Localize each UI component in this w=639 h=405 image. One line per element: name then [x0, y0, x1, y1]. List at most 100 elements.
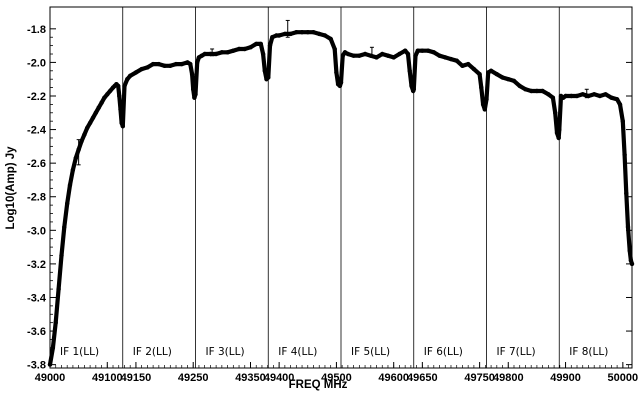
- x-tick-label: 49250: [178, 372, 209, 384]
- data-point: [59, 253, 64, 258]
- data-point: [102, 95, 107, 100]
- data-point: [231, 48, 236, 53]
- data-point: [484, 97, 489, 102]
- data-point: [553, 110, 558, 116]
- data-point: [99, 100, 104, 105]
- data-point: [500, 75, 505, 80]
- data-point: [116, 83, 121, 89]
- data-point: [125, 77, 130, 82]
- x-tick-label: 49150: [121, 372, 152, 384]
- y-axis-label: Log10(Amp) Jy: [5, 146, 17, 230]
- data-point: [534, 88, 540, 94]
- x-tick-label: 49600: [378, 372, 409, 384]
- data-point: [614, 97, 620, 102]
- y-tick-label: -3.0: [27, 225, 46, 237]
- data-point: [425, 48, 431, 53]
- data-point: [213, 51, 219, 57]
- data-point: [189, 72, 195, 77]
- data-point: [85, 125, 90, 131]
- data-point: [380, 51, 385, 57]
- data-point: [305, 30, 310, 35]
- y-tick-label: -3.6: [27, 326, 46, 338]
- if-window-label: IF 2(LL): [133, 346, 172, 358]
- data-point: [362, 51, 368, 57]
- data-point: [554, 130, 560, 136]
- data-point: [437, 53, 442, 58]
- data-point: [511, 78, 517, 84]
- if-window-label: IF 8(LL): [569, 346, 608, 358]
- data-point: [162, 63, 167, 68]
- error-bars: [76, 19, 589, 166]
- data-point: [150, 61, 156, 67]
- if-window-label: IF 6(LL): [424, 346, 463, 358]
- data-point: [345, 51, 351, 57]
- x-tick-label: 49900: [550, 372, 581, 384]
- x-tick-label: 49100: [92, 372, 123, 384]
- data-point: [574, 93, 580, 99]
- data-point: [262, 68, 267, 74]
- y-tick-label: -3.8: [27, 360, 46, 372]
- y-tick-label: -1.8: [27, 24, 46, 36]
- data-point: [391, 55, 396, 60]
- data-point: [168, 63, 173, 68]
- data-point: [407, 68, 412, 74]
- data-point: [254, 41, 259, 47]
- x-tick-label: 49500: [321, 372, 352, 384]
- data-point: [385, 53, 391, 58]
- data-point: [56, 286, 61, 292]
- data-point: [294, 30, 299, 35]
- data-point: [179, 61, 184, 67]
- y-tick-label: -3.2: [27, 259, 46, 271]
- x-axis-label: FREQ MHz: [289, 379, 348, 391]
- plot-border: [49, 6, 633, 369]
- y-tick-label: -3.4: [27, 292, 47, 304]
- data-point: [460, 63, 465, 68]
- data-point: [517, 83, 522, 89]
- data-point: [62, 224, 67, 230]
- if-labels: IF 1(LL) IF 2(LL) IF 3(LL) IF 4(LL) IF 5(LL)…: [60, 346, 608, 358]
- data-point: [340, 53, 345, 58]
- data-point: [202, 51, 207, 57]
- data-point: [193, 92, 198, 97]
- data-point: [448, 56, 454, 62]
- data-point: [145, 65, 150, 70]
- data-point: [617, 102, 623, 107]
- data-point: [494, 72, 499, 77]
- data-point: [403, 48, 408, 53]
- data-point: [334, 70, 339, 75]
- data-point: [405, 51, 411, 57]
- data-point: [133, 70, 139, 75]
- y-tick-label: -2.8: [27, 192, 46, 204]
- plot-frame: [49, 6, 633, 369]
- x-tick-label: 49000: [35, 372, 66, 384]
- data-point: [311, 30, 316, 35]
- data-point: [477, 72, 482, 77]
- data-point: [96, 105, 101, 110]
- if-window-label: IF 4(LL): [278, 346, 317, 358]
- data-point: [266, 75, 271, 80]
- data-point: [128, 73, 133, 79]
- data-point: [173, 61, 179, 67]
- data-point: [258, 41, 263, 47]
- x-tick-label: 49750: [464, 372, 495, 384]
- if-window-label: IF 3(LL): [206, 346, 245, 358]
- data-point: [540, 88, 545, 94]
- data-point: [454, 58, 459, 63]
- data-point: [332, 46, 337, 52]
- data-point: [225, 50, 230, 55]
- data-point: [580, 92, 585, 97]
- data-point: [270, 35, 275, 40]
- data-point: [236, 46, 242, 52]
- data-point: [282, 31, 288, 37]
- data-point: [592, 92, 597, 97]
- data-point: [93, 110, 99, 116]
- data-point: [120, 124, 126, 129]
- x-tick-label: 49650: [407, 372, 438, 384]
- data-point: [556, 135, 561, 141]
- data-point: [195, 60, 200, 65]
- data-point: [409, 83, 414, 89]
- data-point: [299, 30, 305, 35]
- y-tick-label: -2.4: [27, 125, 47, 137]
- data-point: [603, 92, 608, 97]
